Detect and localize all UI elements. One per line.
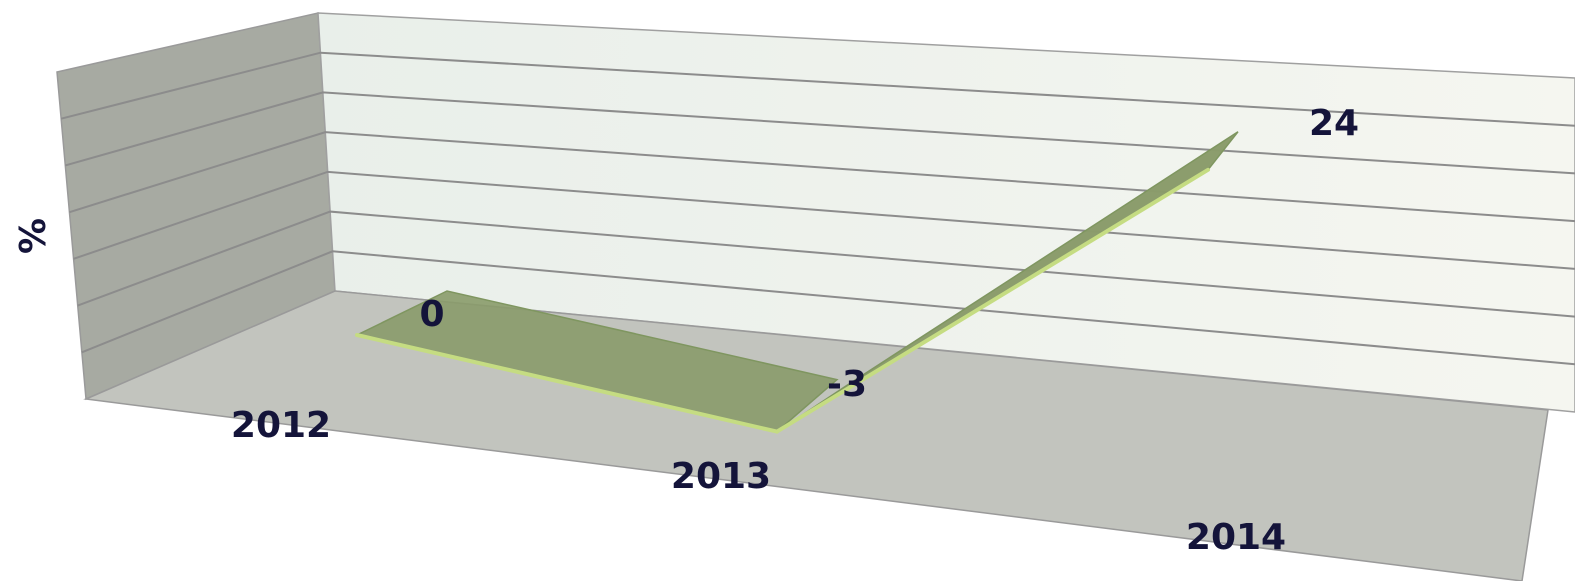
data-label: 0 xyxy=(419,294,444,335)
x-tick-label: 2012 xyxy=(231,405,331,446)
y-axis-label: % xyxy=(13,218,54,254)
data-label: 24 xyxy=(1309,103,1359,144)
x-tick-label: 2014 xyxy=(1186,517,1286,558)
data-label: -3 xyxy=(827,364,867,405)
x-tick-label: 2013 xyxy=(671,456,771,497)
